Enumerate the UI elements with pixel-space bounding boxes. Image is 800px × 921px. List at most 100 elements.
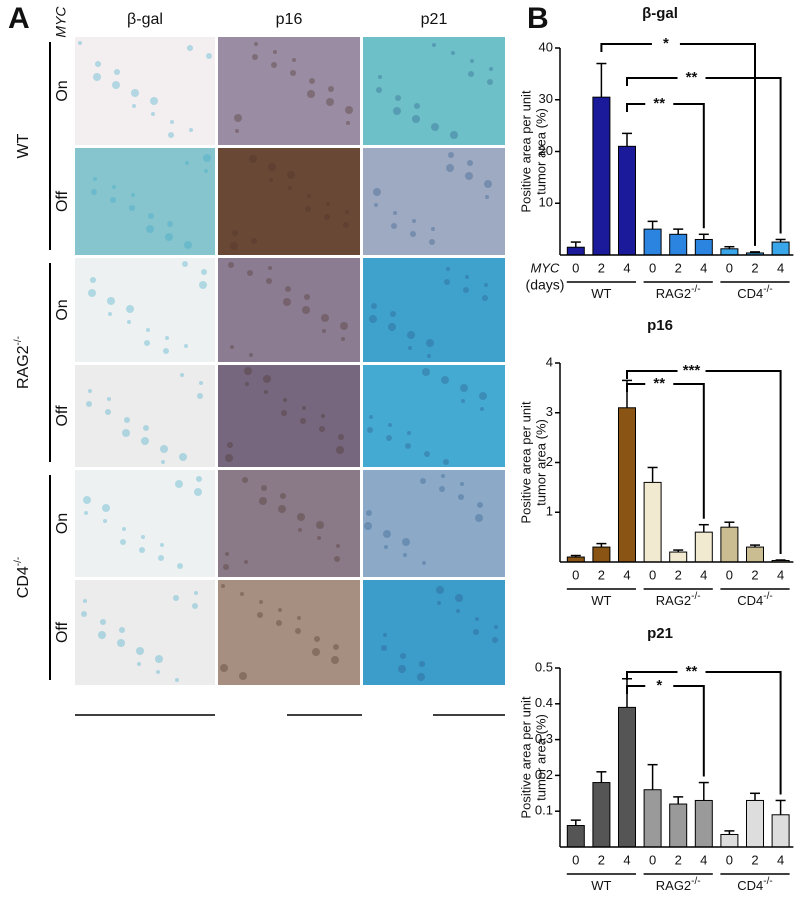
micrograph-texture xyxy=(184,241,192,249)
micrograph xyxy=(363,258,505,362)
micrograph-texture xyxy=(107,297,115,305)
group-label-main: CD4 xyxy=(15,566,32,598)
micrograph-texture xyxy=(437,601,441,605)
group-label: CD4-/- xyxy=(737,876,772,894)
column-header: β-gal xyxy=(127,11,163,28)
micrograph-texture xyxy=(455,594,463,602)
x-tick-label: 0 xyxy=(726,852,733,867)
micrograph-texture xyxy=(307,194,311,198)
micrograph-texture xyxy=(175,678,179,682)
group-label: RAG2-/- xyxy=(13,336,33,389)
x-tick-label: 2 xyxy=(675,852,682,867)
micrograph-texture xyxy=(151,112,155,116)
bar xyxy=(618,145,636,256)
micrograph-texture xyxy=(141,535,145,539)
micrograph-texture xyxy=(414,103,420,109)
micrograph-texture xyxy=(187,45,193,51)
bar xyxy=(566,246,585,256)
micrograph xyxy=(363,580,505,685)
micrograph-texture xyxy=(132,104,136,108)
bar xyxy=(643,228,662,256)
bar xyxy=(669,803,688,848)
micrograph-texture xyxy=(122,527,126,531)
micrograph-texture xyxy=(412,115,420,123)
micrograph-texture xyxy=(465,172,473,180)
micrograph-texture xyxy=(170,120,174,124)
chart-title: β-gal xyxy=(642,5,678,22)
bar xyxy=(720,248,739,256)
micrograph-texture xyxy=(108,312,112,316)
group-label-main: CD4 xyxy=(737,878,763,893)
micrograph-texture xyxy=(160,543,164,547)
micrograph-texture xyxy=(328,86,334,92)
micrograph-texture xyxy=(120,539,126,545)
x-tick-label: 2 xyxy=(598,852,605,867)
y-axis-label: Positive area per unit xyxy=(518,696,533,819)
x-tick-label: 2 xyxy=(598,567,605,582)
x-tick-label: 4 xyxy=(777,260,784,275)
significance-bracket xyxy=(626,383,705,519)
y-axis-label: Positive area per unit xyxy=(518,401,533,524)
micrograph-texture xyxy=(182,261,188,267)
micrograph-texture xyxy=(324,214,330,220)
micrograph-texture xyxy=(398,665,406,673)
micrograph-texture xyxy=(484,283,488,287)
micrograph-texture xyxy=(494,625,498,629)
x-tick-label: 0 xyxy=(649,260,656,275)
micrograph-texture xyxy=(326,202,330,206)
micrograph-texture xyxy=(93,177,97,181)
group-label: RAG2-/- xyxy=(656,876,701,894)
micrograph-texture xyxy=(343,222,349,228)
x-tick-label: 2 xyxy=(751,567,758,582)
micrograph-texture xyxy=(336,544,340,548)
significance-bracket xyxy=(626,103,705,229)
micrograph xyxy=(218,365,360,467)
y-tick-label: 4 xyxy=(546,354,553,369)
micrograph-texture xyxy=(259,600,263,604)
micrograph-texture xyxy=(192,603,198,609)
micrograph-texture xyxy=(326,98,334,106)
y-axis-label: tumor area (%) xyxy=(533,714,548,801)
group-label-sup: -/- xyxy=(691,591,700,602)
annotation-bg xyxy=(677,70,706,84)
y-tick-label: 0.3 xyxy=(535,731,553,746)
micrograph-texture xyxy=(373,188,381,196)
micrograph-texture xyxy=(107,397,111,401)
micrograph-texture xyxy=(393,211,397,215)
micrograph-texture xyxy=(81,611,87,617)
micrograph-texture xyxy=(312,648,320,656)
row-label: On xyxy=(54,299,71,320)
micrograph-texture xyxy=(302,306,310,314)
micrograph-texture xyxy=(199,381,203,385)
micrograph xyxy=(75,365,215,467)
bar xyxy=(720,526,739,563)
micrograph-texture xyxy=(283,298,291,306)
micrograph-texture xyxy=(419,661,425,667)
micrograph-texture xyxy=(263,375,271,383)
micrograph-texture xyxy=(280,493,286,499)
micrograph-texture xyxy=(196,476,202,482)
micrograph-texture xyxy=(126,305,134,313)
group-label-main: RAG2 xyxy=(656,286,691,301)
micrograph-texture xyxy=(257,612,263,618)
micrograph-texture xyxy=(84,511,88,515)
x-tick-label: 4 xyxy=(700,567,707,582)
micrograph-texture xyxy=(150,97,158,105)
micrograph-texture xyxy=(369,415,373,419)
group-label-sup: -/- xyxy=(691,284,700,295)
bar xyxy=(592,96,611,256)
micrograph-texture xyxy=(407,331,415,339)
micrograph-texture xyxy=(314,636,320,642)
micrograph-texture xyxy=(102,504,110,512)
micrograph-texture xyxy=(410,231,416,237)
micrograph-texture xyxy=(408,346,412,350)
group-label-main: RAG2 xyxy=(656,593,691,608)
micrograph-texture xyxy=(302,406,306,410)
x-tick-label: 4 xyxy=(700,852,707,867)
micrograph-texture xyxy=(441,474,445,478)
micrograph-texture xyxy=(114,69,120,75)
x-tick-label: 2 xyxy=(598,260,605,275)
micrograph-texture xyxy=(336,446,344,454)
micrograph-texture xyxy=(143,425,149,431)
